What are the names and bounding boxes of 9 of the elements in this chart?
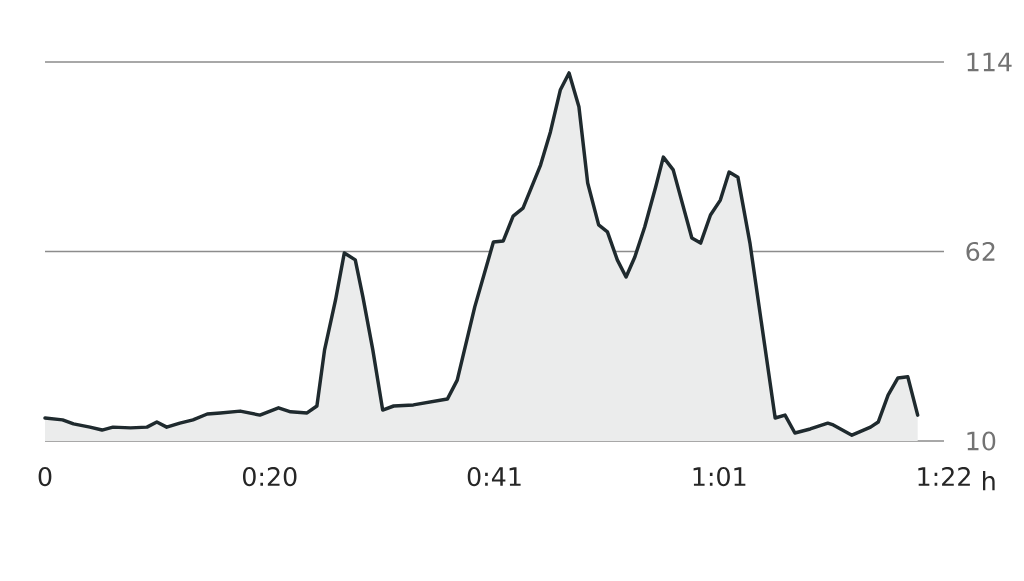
y-tick-label: 10 (967, 431, 996, 451)
x-tick-label: 1:22 (918, 467, 970, 486)
x-tick-label: 0 (38, 467, 52, 487)
x-tick-label: 0:41 (467, 467, 521, 487)
y-tick-label: 114 (967, 52, 1012, 72)
x-tick-label: 1:01 (693, 467, 746, 487)
x-tick-label: 0:20 (242, 467, 297, 487)
y-tick-label: 62 (966, 241, 995, 262)
x-axis-title: h (983, 471, 995, 491)
